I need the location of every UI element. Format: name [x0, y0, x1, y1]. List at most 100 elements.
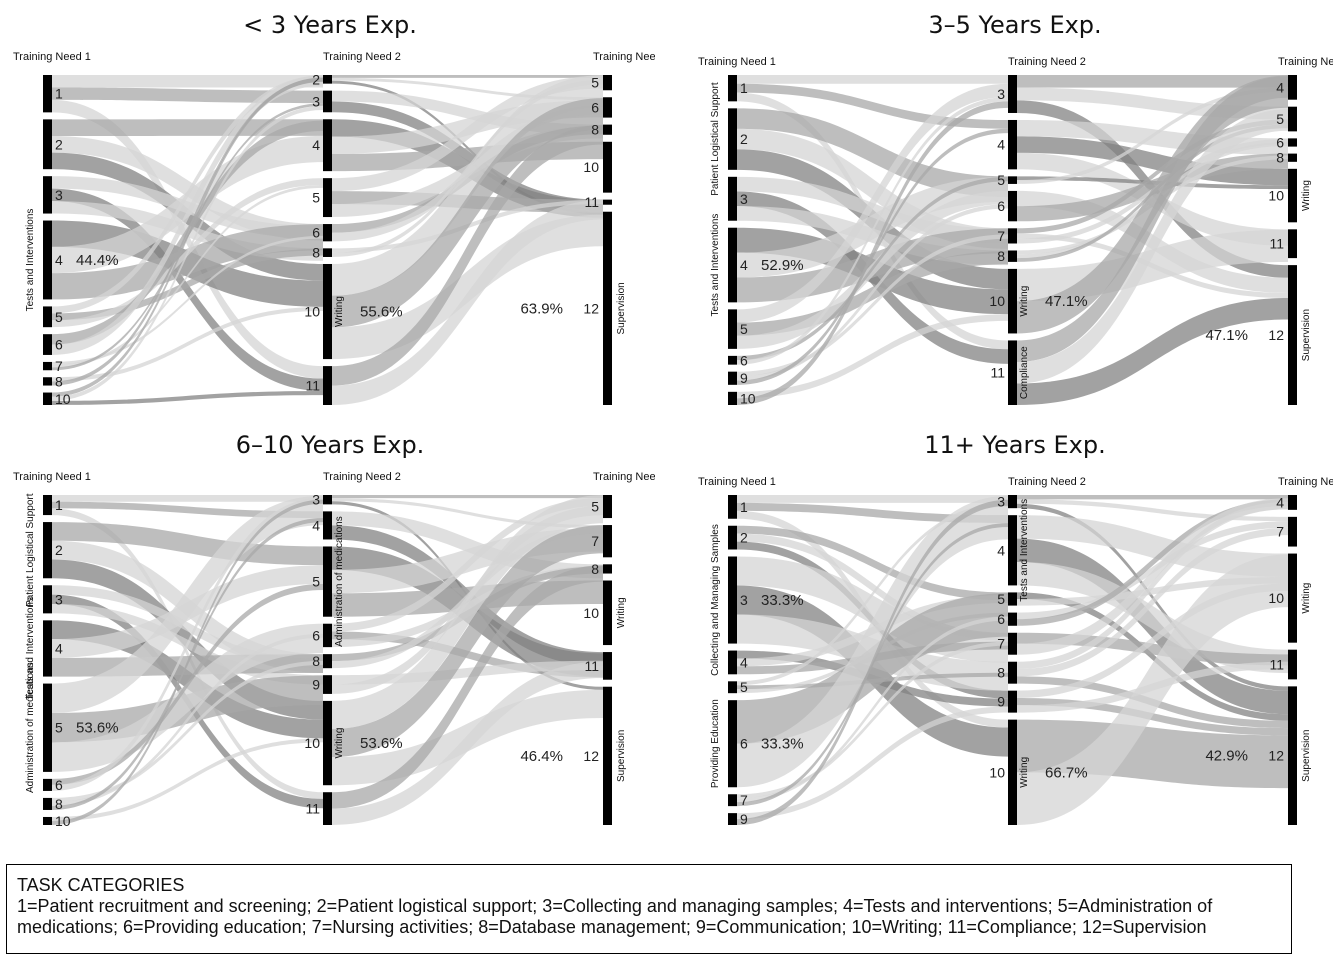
- group-label: Administration of medications: [334, 516, 345, 647]
- column-1: 1 2 3 4 5 6 78 10 44.4% Tests and Interventions: [25, 75, 119, 407]
- node-label: 10: [583, 159, 599, 175]
- flow-link: [52, 501, 323, 519]
- node-label: 6: [740, 352, 748, 368]
- node-bar: [323, 700, 332, 786]
- node-bar: [1008, 228, 1017, 244]
- node-bar: [323, 90, 332, 113]
- node-label: 12: [583, 300, 599, 316]
- node-bar: [1288, 75, 1297, 100]
- group-label: Patient Logistical Support: [710, 82, 721, 196]
- flow-link: [1017, 76, 1288, 362]
- node-label: 6: [55, 777, 63, 793]
- node-bar: [323, 75, 332, 84]
- node-bar: [728, 371, 737, 385]
- flow-link: [52, 235, 323, 365]
- flow-link: [1017, 495, 1288, 500]
- node-label: 5: [740, 679, 748, 695]
- node-label: 10: [55, 813, 71, 829]
- node-label: 3: [312, 93, 320, 109]
- flow-link: [332, 525, 603, 758]
- node-bar: [43, 778, 52, 791]
- node-bar: [728, 650, 737, 675]
- node-label: 1: [55, 86, 63, 102]
- flow-link: [332, 214, 603, 360]
- node-bar: [43, 361, 52, 371]
- node-bar: [1288, 153, 1297, 162]
- node-bar: [603, 580, 612, 646]
- percent-label: 53.6%: [360, 735, 403, 752]
- node-bar: [1008, 75, 1017, 113]
- flow-link: [737, 75, 1008, 84]
- column-header: Training Need 3: [593, 471, 655, 483]
- legend-title: TASK CATEGORIES: [17, 875, 185, 895]
- sankey-panel-lt3: < 3 Years Exp. Training Need 1 Training N…: [5, 5, 655, 420]
- node-bar: [1288, 265, 1297, 405]
- column-1: 1 2 3 4 5 6 9 10 52.9% Patient Logistical Support…: [710, 75, 804, 406]
- flow-link: [332, 495, 603, 499]
- node-bar: [1008, 340, 1017, 405]
- node-label: 4: [55, 252, 63, 268]
- node-label: 9: [312, 677, 320, 693]
- percent-label: 33.3%: [761, 592, 804, 609]
- node-label: 12: [1268, 748, 1284, 764]
- node-label: 4: [1276, 79, 1284, 95]
- node-label: 2: [55, 136, 63, 152]
- sankey-panel-3-5: 3–5 Years Exp. Training Need 1 Training N…: [690, 5, 1333, 420]
- node-bar: [728, 309, 737, 349]
- node-bar: [603, 564, 612, 574]
- flows: [52, 75, 603, 405]
- column-header: Training Need 3: [593, 51, 655, 63]
- flow-link: [332, 79, 603, 257]
- node-label: 8: [997, 248, 1005, 264]
- node-bar: [1008, 250, 1017, 262]
- flow-link: [52, 99, 323, 379]
- node-label: 3: [740, 592, 748, 608]
- node-bar: [323, 495, 332, 505]
- flow-link: [1017, 501, 1288, 670]
- group-label: Tests and Interventions: [1019, 499, 1030, 602]
- node-bar: [603, 199, 612, 205]
- node-bar: [1288, 138, 1297, 147]
- flow-link: [52, 497, 323, 791]
- node-label: 6: [55, 337, 63, 353]
- flow-link: [1017, 499, 1288, 626]
- flow-link: [1017, 498, 1288, 655]
- flow-link: [52, 135, 323, 241]
- flow-link: [737, 495, 1008, 503]
- node-label: 4: [740, 257, 748, 273]
- node-bar: [43, 334, 52, 355]
- flow-link: [332, 565, 603, 809]
- panel-title: 11+ Years Exp.: [924, 431, 1106, 459]
- column-header: Training Need 2: [323, 51, 401, 63]
- column-header: Training Need 2: [1008, 476, 1086, 488]
- group-label: Writing: [1019, 757, 1030, 788]
- node-label: 7: [997, 636, 1005, 652]
- column-1: 1 2 3 4 5 6 7 9 33.3% 33.3% Collecting and Managin…: [710, 495, 804, 827]
- percent-label: 42.9%: [1205, 748, 1248, 765]
- group-label: Providing Education: [710, 699, 721, 788]
- flow-link: [1017, 562, 1288, 674]
- legend-text: 1=Patient recruitment and screening; 2=P…: [17, 896, 1213, 937]
- percent-label: 55.6%: [360, 304, 403, 321]
- node-label: 10: [1268, 188, 1284, 204]
- flow-link: [52, 583, 323, 785]
- node-label: 10: [989, 293, 1005, 309]
- flow-link: [52, 248, 323, 321]
- node-bar: [43, 522, 52, 579]
- group-label: Supervision: [1301, 730, 1312, 782]
- node-label: 4: [997, 137, 1005, 153]
- node-label: 5: [55, 720, 63, 736]
- node-label: 11: [1269, 236, 1284, 252]
- node-label: 5: [312, 574, 320, 590]
- node-label: 5: [997, 172, 1005, 188]
- node-label: 3: [55, 591, 63, 607]
- node-label: 3: [997, 494, 1005, 510]
- node-bar: [728, 556, 737, 644]
- flow-link: [737, 502, 1008, 524]
- node-label: 11: [990, 365, 1005, 381]
- node-bar: [323, 654, 332, 669]
- flow-link: [737, 204, 1008, 381]
- flow-link: [52, 660, 323, 802]
- node-bar: [603, 97, 612, 118]
- flow-link: [1017, 592, 1288, 721]
